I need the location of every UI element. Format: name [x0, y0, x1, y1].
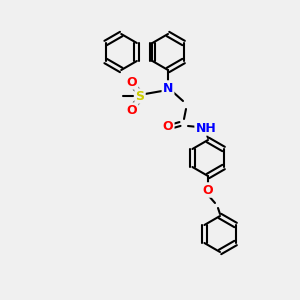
- Text: O: O: [163, 119, 173, 133]
- Text: O: O: [203, 184, 213, 196]
- Text: S: S: [136, 89, 145, 103]
- Text: O: O: [127, 103, 137, 116]
- Text: NH: NH: [196, 122, 216, 134]
- Text: N: N: [163, 82, 173, 94]
- Text: O: O: [127, 76, 137, 88]
